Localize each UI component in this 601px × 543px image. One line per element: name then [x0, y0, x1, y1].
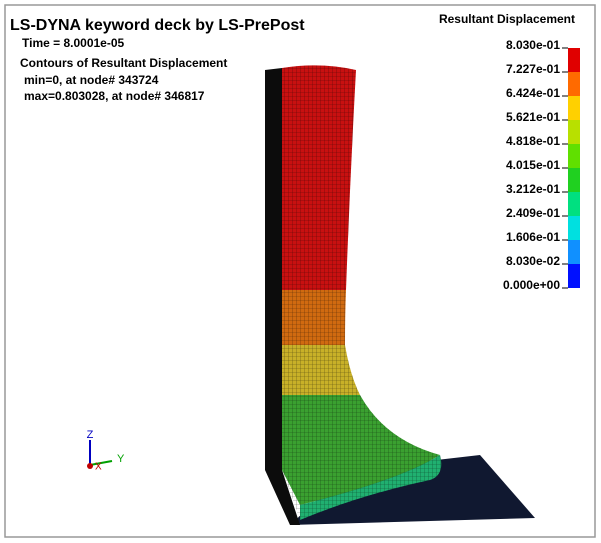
contour-title: Contours of Resultant Displacement [20, 56, 227, 70]
legend-label: 5.621e-01 [506, 110, 560, 124]
mesh-lines [282, 65, 442, 520]
title: LS-DYNA keyword deck by LS-PrePost [10, 17, 305, 34]
legend-band [568, 72, 580, 96]
triad-x: X [95, 462, 102, 473]
legend-band [568, 120, 580, 144]
legend-label: 0.000e+00 [503, 278, 560, 292]
legend-title: Resultant Displacement [439, 12, 575, 26]
legend-band [568, 216, 580, 240]
legend-label: 8.030e-02 [506, 254, 560, 268]
axis-triad: Z Y X [87, 429, 125, 473]
legend: 8.030e-01 7.227e-01 6.424e-01 5.621e-01 4.81… [503, 38, 580, 292]
legend-label: 3.212e-01 [506, 182, 560, 196]
legend-label: 8.030e-01 [506, 38, 560, 52]
legend-label: 6.424e-01 [506, 86, 560, 100]
max-info: max=0.803028, at node# 346817 [24, 89, 205, 103]
legend-band [568, 240, 580, 264]
min-info: min=0, at node# 343724 [24, 73, 159, 87]
legend-label: 4.818e-01 [506, 134, 560, 148]
legend-band [568, 192, 580, 216]
legend-band [568, 168, 580, 192]
model [265, 65, 535, 525]
triad-z: Z [87, 429, 94, 441]
triad-y: Y [117, 453, 125, 465]
legend-label: 2.409e-01 [506, 206, 560, 220]
legend-label: 4.015e-01 [506, 158, 560, 172]
legend-label: 7.227e-01 [506, 62, 560, 76]
legend-band [568, 264, 580, 288]
legend-band [568, 144, 580, 168]
time: Time = 8.0001e-05 [22, 36, 125, 50]
legend-label: 1.606e-01 [506, 230, 560, 244]
legend-band [568, 96, 580, 120]
legend-band [568, 48, 580, 72]
side-wall [265, 68, 300, 525]
